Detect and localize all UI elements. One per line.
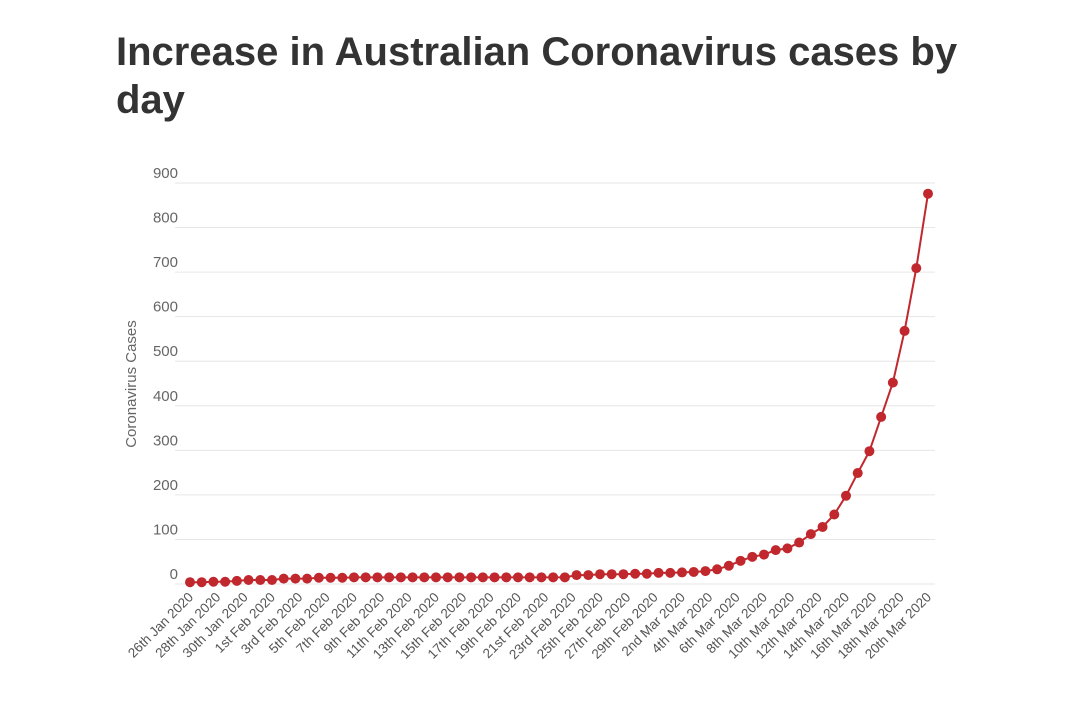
- data-point[interactable]: [630, 568, 641, 579]
- data-point[interactable]: [513, 572, 523, 583]
- data-point[interactable]: [220, 576, 231, 587]
- data-point[interactable]: [337, 572, 348, 583]
- data-point[interactable]: [688, 566, 699, 577]
- series-line: [190, 193, 929, 584]
- data-point[interactable]: [325, 572, 336, 583]
- y-axis-label: Coronavirus Cases: [123, 320, 140, 448]
- data-point[interactable]: [911, 263, 922, 274]
- data-point[interactable]: [841, 490, 851, 501]
- data-point[interactable]: [794, 537, 805, 548]
- data-point[interactable]: [466, 572, 477, 583]
- data-point[interactable]: [278, 573, 289, 584]
- data-point[interactable]: [923, 188, 933, 199]
- data-point[interactable]: [548, 572, 559, 583]
- y-axis-ticks: 0 100 200 300 400 500 600 700 800 900: [153, 165, 178, 583]
- data-point[interactable]: [852, 468, 863, 479]
- data-point[interactable]: [747, 551, 758, 562]
- data-point[interactable]: [407, 572, 418, 583]
- data-point[interactable]: [290, 573, 301, 584]
- y-tick-label: 500: [153, 343, 178, 360]
- y-tick-label: 800: [153, 210, 178, 227]
- data-point[interactable]: [313, 572, 324, 583]
- data-point[interactable]: [477, 572, 488, 583]
- data-point[interactable]: [876, 411, 887, 422]
- data-point[interactable]: [231, 575, 242, 586]
- data-point[interactable]: [419, 572, 430, 583]
- y-tick-label: 100: [153, 521, 178, 538]
- series-group: [185, 188, 933, 588]
- y-tick-label: 300: [153, 432, 178, 449]
- data-point[interactable]: [571, 570, 582, 581]
- data-point[interactable]: [501, 572, 512, 583]
- data-point[interactable]: [712, 564, 723, 575]
- data-point[interactable]: [782, 543, 793, 554]
- data-point[interactable]: [618, 569, 629, 580]
- y-tick-label: 0: [170, 566, 178, 583]
- data-point[interactable]: [595, 569, 605, 580]
- data-point[interactable]: [196, 577, 207, 588]
- data-point[interactable]: [583, 570, 594, 581]
- grid-lines: [175, 182, 935, 585]
- data-point[interactable]: [267, 574, 277, 585]
- data-point[interactable]: [524, 572, 535, 583]
- data-point[interactable]: [641, 568, 652, 579]
- y-tick-label: 600: [153, 299, 178, 316]
- data-point[interactable]: [208, 576, 219, 587]
- data-point[interactable]: [243, 574, 254, 585]
- data-point[interactable]: [735, 555, 746, 566]
- data-point[interactable]: [606, 569, 617, 580]
- data-point[interactable]: [372, 572, 383, 583]
- data-point[interactable]: [349, 572, 359, 583]
- data-point[interactable]: [559, 572, 570, 583]
- data-point[interactable]: [887, 377, 898, 388]
- data-point[interactable]: [454, 572, 465, 583]
- data-point[interactable]: [864, 446, 875, 457]
- data-point[interactable]: [442, 572, 453, 583]
- y-tick-label: 400: [153, 388, 178, 405]
- data-point[interactable]: [360, 572, 371, 583]
- data-point[interactable]: [700, 566, 711, 577]
- y-tick-label: 200: [153, 477, 178, 494]
- data-point[interactable]: [653, 567, 664, 578]
- data-point[interactable]: [395, 572, 406, 583]
- data-point[interactable]: [384, 572, 395, 583]
- data-point[interactable]: [255, 574, 266, 585]
- data-point[interactable]: [431, 572, 441, 583]
- data-point[interactable]: [677, 567, 687, 578]
- data-point[interactable]: [302, 573, 313, 584]
- data-point[interactable]: [770, 545, 781, 556]
- data-point[interactable]: [723, 560, 734, 571]
- data-point[interactable]: [536, 572, 547, 583]
- y-tick-label: 900: [153, 165, 178, 182]
- data-point[interactable]: [817, 521, 828, 532]
- data-point[interactable]: [899, 325, 910, 336]
- data-point[interactable]: [489, 572, 500, 583]
- y-tick-label: 700: [153, 254, 178, 271]
- chart-title: Increase in Australian Coronavirus cases…: [116, 30, 958, 122]
- data-point[interactable]: [185, 577, 195, 588]
- data-point[interactable]: [759, 549, 769, 560]
- data-point[interactable]: [829, 509, 840, 520]
- data-point[interactable]: [665, 567, 676, 578]
- data-point[interactable]: [805, 529, 816, 540]
